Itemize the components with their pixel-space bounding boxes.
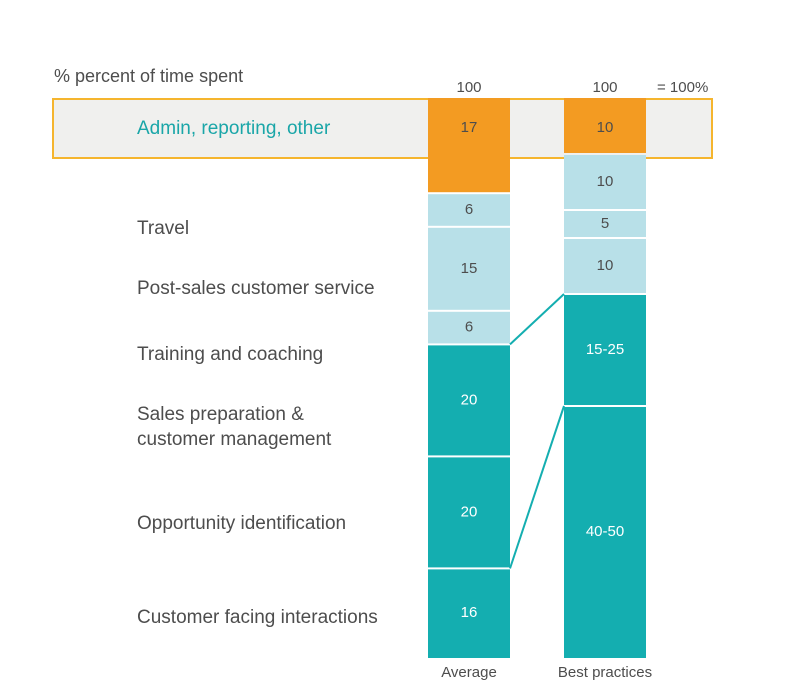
average-segment-1 — [428, 457, 510, 568]
best-practices-segment-label-5: 10 — [597, 119, 614, 136]
category-label-0: Customer facing interactions — [137, 607, 378, 628]
best-practices-segment-4 — [564, 155, 646, 209]
average-segment-label-2: 20 — [461, 391, 478, 408]
average-segment-2 — [428, 345, 510, 456]
average-segment-label-6: 17 — [461, 119, 478, 136]
best-practices-segment-label-1: 15-25 — [586, 341, 624, 358]
average-segment-3 — [428, 311, 510, 344]
category-label-2-line-1: customer management — [137, 429, 332, 450]
labels-layer: Customer facing interactions Opportunity … — [137, 118, 378, 628]
connector-line-2 — [509, 293, 565, 346]
average-segment-0 — [428, 569, 510, 658]
average-column-label: Average — [441, 664, 497, 681]
best-practices-segment-3 — [564, 211, 646, 237]
category-label-2-line-0: Sales preparation & — [137, 404, 304, 425]
best-practices-segment-label-3: 5 — [601, 215, 609, 232]
category-label-3: Training and coaching — [137, 344, 323, 365]
bars-layer: 16 20 20 6 15 6 17 40-50 15-25 10 5 10 10 — [428, 98, 646, 658]
best-practices-segment-2 — [564, 239, 646, 293]
best-practices-segment-label-0: 40-50 — [586, 523, 624, 540]
category-label-1: Opportunity identification — [137, 513, 346, 534]
average-segment-label-0: 16 — [461, 604, 478, 621]
connectors-layer — [509, 293, 565, 569]
best-practices-segment-1 — [564, 295, 646, 405]
best-practices-segment-0 — [564, 407, 646, 658]
average-segment-5 — [428, 194, 510, 226]
category-label-6: Admin, reporting, other — [137, 118, 331, 139]
average-segment-label-4: 15 — [461, 260, 478, 277]
connector-line-1 — [509, 405, 565, 569]
average-total-label: 100 — [456, 79, 481, 96]
category-label-5: Travel — [137, 218, 189, 239]
average-segment-label-5: 6 — [465, 201, 473, 218]
average-segment-4 — [428, 227, 510, 310]
average-segment-6 — [428, 98, 510, 193]
best-practices-segment-5 — [564, 98, 646, 153]
best-practices-total-label: 100 — [592, 79, 617, 96]
average-segment-label-3: 6 — [465, 319, 473, 336]
best-practices-column-label: Best practices — [558, 664, 652, 681]
best-practices-segment-label-4: 10 — [597, 173, 614, 190]
total-note: = 100% — [657, 79, 708, 96]
best-practices-segment-label-2: 10 — [597, 257, 614, 274]
chart-title: % percent of time spent — [54, 66, 243, 86]
category-label-4: Post-sales customer service — [137, 278, 375, 299]
average-segment-label-1: 20 — [461, 503, 478, 520]
